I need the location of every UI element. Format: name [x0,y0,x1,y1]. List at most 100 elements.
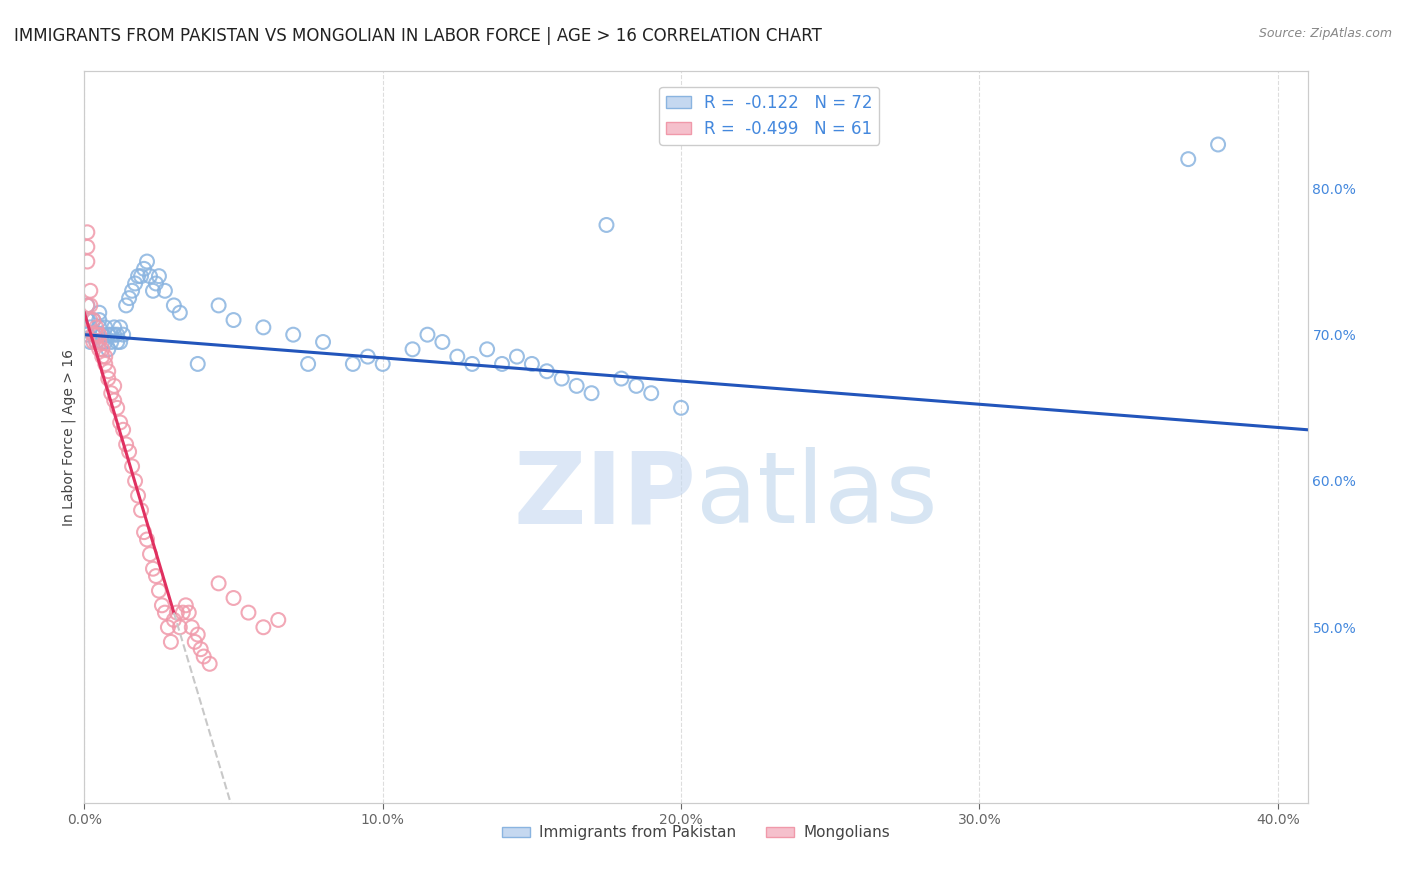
Point [89,313,111,327]
Point [84,320,107,334]
Point [207,576,229,591]
Point [91,343,114,357]
Point [163,613,186,627]
Point [76,254,98,268]
Point [82,327,104,342]
Point [103,327,125,342]
Point [222,591,245,605]
Point [97,371,120,385]
Point [94,334,117,349]
Point [94,357,117,371]
Point [127,489,149,503]
Point [371,357,394,371]
Point [112,327,135,342]
Point [187,627,209,641]
Point [148,269,170,284]
Point [108,320,131,334]
Point [169,306,191,320]
Point [129,269,152,284]
Point [180,620,202,634]
Point [536,364,558,378]
Point [357,350,380,364]
Point [222,313,245,327]
Point [1206,137,1229,152]
Point [84,334,107,349]
Point [129,503,152,517]
Point [79,298,101,312]
Point [491,357,513,371]
Point [89,334,111,349]
Point [84,327,107,342]
Point [565,379,588,393]
Point [551,371,574,385]
Point [124,474,146,488]
Point [121,459,143,474]
Point [100,327,122,342]
Point [520,357,543,371]
Point [150,599,173,613]
Point [108,334,131,349]
Point [198,657,221,671]
Point [252,320,274,334]
Point [581,386,603,401]
Point [91,350,114,364]
Point [105,401,128,415]
Point [89,343,111,357]
Point [82,327,104,342]
Point [100,334,122,349]
Point [76,327,98,342]
Point [103,320,125,334]
Point [145,569,167,583]
Point [184,635,207,649]
Point [103,379,125,393]
Point [401,343,423,357]
Point [76,225,98,239]
Point [118,291,141,305]
Point [97,364,120,378]
Point [153,606,176,620]
Point [142,284,165,298]
Point [1177,152,1199,166]
Point [108,416,131,430]
Point [187,357,209,371]
Point [132,525,155,540]
Point [84,327,107,342]
Point [166,606,188,620]
Y-axis label: In Labor Force | Age > 16: In Labor Force | Age > 16 [62,349,76,525]
Point [79,320,101,334]
Point [79,313,101,327]
Point [139,547,162,561]
Point [115,437,138,451]
Point [82,313,104,327]
Text: Source: ZipAtlas.com: Source: ZipAtlas.com [1258,27,1392,40]
Point [160,635,183,649]
Point [169,620,191,634]
Point [153,284,176,298]
Point [91,334,114,349]
Point [506,350,529,364]
Point [156,620,179,634]
Point [136,533,159,547]
Point [76,240,98,254]
Point [193,649,215,664]
Point [446,350,468,364]
Point [283,327,305,342]
Point [342,357,364,371]
Point [76,298,98,312]
Point [127,269,149,284]
Point [89,306,111,320]
Point [100,386,122,401]
Point [115,298,138,312]
Legend: Immigrants from Pakistan, Mongolians: Immigrants from Pakistan, Mongolians [496,819,896,847]
Point [432,334,454,349]
Point [82,334,104,349]
Point [118,444,141,458]
Point [82,313,104,327]
Point [105,334,128,349]
Point [84,334,107,349]
Point [174,599,197,613]
Point [89,320,111,334]
Point [163,298,186,312]
Point [145,277,167,291]
Point [297,357,319,371]
